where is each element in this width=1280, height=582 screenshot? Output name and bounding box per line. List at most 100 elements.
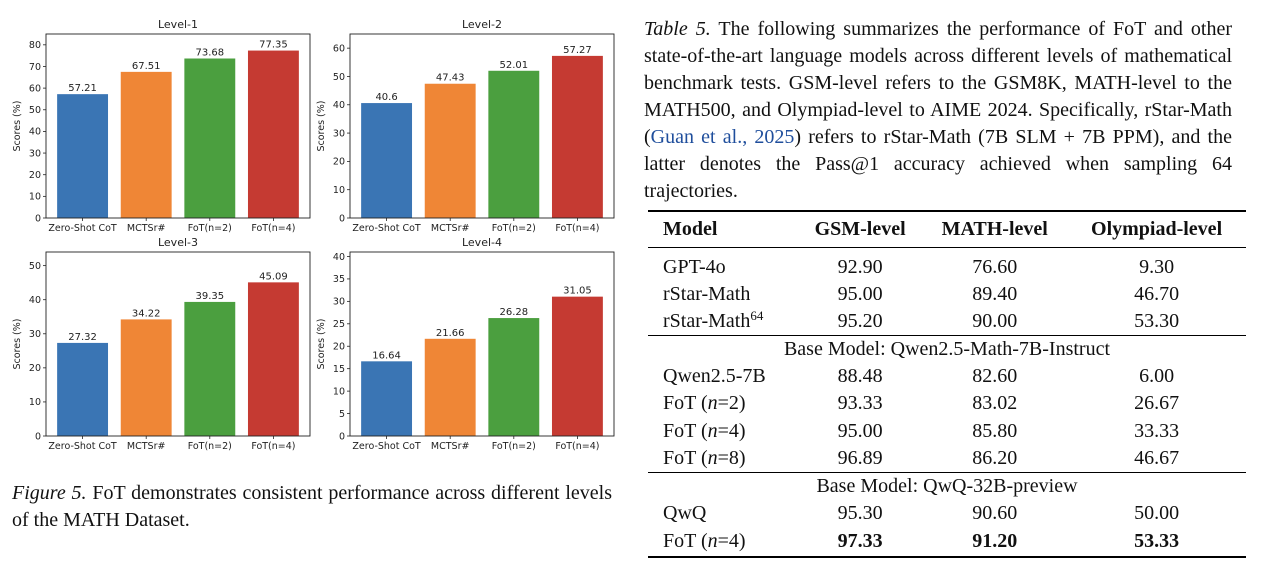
table-caption-lead: Table 5. [644,18,711,40]
bar [57,342,109,436]
table-header-row: Model GSM-level MATH-level Olympiad-leve… [648,210,1246,248]
citation-link[interactable]: Guan et al., 2025 [650,126,795,148]
y-tick-label: 10 [29,192,41,203]
y-axis-label: Scores (%) [12,318,23,369]
model-variable: n [707,447,718,470]
x-tick-label: MCTSr# [127,223,166,234]
cell-math: 90.60 [972,502,1018,525]
data-label: 31.05 [563,286,592,297]
chart-level-1: Level-1 Scores (%) 0 10 20 30 40 50 60 70 80 57.21 Z… [8,16,314,238]
table-row: rStar-Math 95.00 89.40 46.70 [648,281,1246,308]
y-tick-label: 20 [333,342,345,353]
y-tick-label: 0 [339,431,345,442]
cell-math: 89.40 [972,282,1018,305]
data-label: 73.68 [195,48,224,59]
table-caption: Table 5. The following summarizes the pe… [644,16,1232,205]
y-tick-label: 30 [333,128,345,139]
y-tick-label: 10 [333,185,345,196]
x-tick-label: FoT(n=4) [251,223,295,234]
bar [57,94,109,218]
cell-gsm: 92.90 [837,255,883,278]
cell-model: rStar-Math64 [648,308,798,336]
y-tick-label: 60 [333,43,345,54]
cell-model: FoT (n=8) [648,445,798,473]
table-row: rStar-Math64 95.20 90.00 53.30 [648,308,1246,336]
x-tick-label: FoT(n=4) [251,441,295,452]
y-tick-label: 50 [333,72,345,83]
section-title: Base Model: QwQ-32B-preview [648,472,1246,501]
cell-model: GPT-4o [663,255,726,278]
x-tick-label: FoT(n=2) [188,223,232,234]
cell-model: QwQ [663,502,707,525]
data-label: 77.35 [259,40,288,51]
y-tick-label: 0 [35,213,41,224]
y-axis-label: Scores (%) [316,100,327,151]
bar [120,319,172,436]
y-tick-label: 20 [29,170,41,181]
cell-model: FoT (n=4) [648,418,798,445]
cell-math: 83.02 [972,392,1018,415]
cell-model: FoT (n=2) [648,390,798,417]
cell-olympiad: 9.30 [1139,255,1175,278]
cell-olympiad: 46.67 [1134,447,1180,470]
y-tick-label: 15 [333,364,345,375]
y-tick-label: 50 [29,105,41,116]
section-row: Base Model: QwQ-32B-preview [648,472,1246,501]
y-tick-label: 0 [339,213,345,224]
table-caption-text-after: ) refers to rStar-Math (7B SLM + 7B PPM)… [644,126,1232,202]
x-tick-label: FoT(n=2) [492,223,536,234]
x-tick-label: FoT(n=4) [555,441,599,452]
y-tick-label: 80 [29,40,41,51]
data-label: 45.09 [259,271,288,282]
x-tick-label: MCTSr# [431,441,470,452]
bar [361,103,413,218]
cell-gsm: 96.89 [837,447,883,470]
cell-gsm: 95.30 [837,502,883,525]
data-label: 27.32 [68,332,97,343]
bar [120,71,172,218]
model-prefix: FoT ( [663,530,708,553]
figure-caption-text: FoT demonstrates consistent performance … [12,482,612,531]
cell-olympiad: 33.33 [1134,419,1180,442]
header-gsm: GSM-level [798,210,923,248]
bar [488,70,540,218]
model-prefix: FoT ( [663,419,708,442]
chart-title: Level-4 [462,236,502,249]
table-row: FoT (n=8) 96.89 86.20 46.67 [648,445,1246,473]
data-label: 26.28 [499,307,528,318]
cell-model: rStar-Math [663,282,751,305]
x-tick-label: Zero-Shot CoT [352,223,421,234]
y-tick-label: 30 [29,329,41,340]
data-label: 16.64 [372,350,401,361]
model-variable: n [707,530,718,553]
model-suffix: =4) [717,419,746,442]
y-tick-label: 20 [333,157,345,168]
cell-gsm: 95.00 [837,419,883,442]
y-tick-label: 35 [333,274,345,285]
y-tick-label: 40 [29,127,41,138]
bar [488,318,540,436]
cell-model: Qwen2.5-7B [663,365,766,388]
model-suffix: =8) [717,447,746,470]
x-tick-label: MCTSr# [127,441,166,452]
bar [424,338,476,436]
table-row: GPT-4o 92.90 76.60 9.30 [648,247,1246,281]
table-row: Qwen2.5-7B 88.48 82.60 6.00 [648,363,1246,390]
cell-math: 82.60 [972,365,1018,388]
cell-math: 76.60 [972,255,1018,278]
model-variable: n [707,419,718,442]
bar [247,282,299,436]
y-tick-label: 10 [333,386,345,397]
cell-gsm: 95.00 [837,282,883,305]
plot-frame [349,33,615,219]
cell-gsm: 88.48 [837,365,883,388]
header-math: MATH-level [922,210,1068,248]
cell-model-superscript: 64 [750,307,764,323]
cell-olympiad: 6.00 [1139,365,1175,388]
results-table: Model GSM-level MATH-level Olympiad-leve… [648,210,1246,559]
x-tick-label: Zero-Shot CoT [48,441,117,452]
model-variable: n [707,392,718,415]
model-suffix: =4) [717,530,746,553]
bar [184,301,236,436]
cell-olympiad: 46.70 [1134,282,1180,305]
